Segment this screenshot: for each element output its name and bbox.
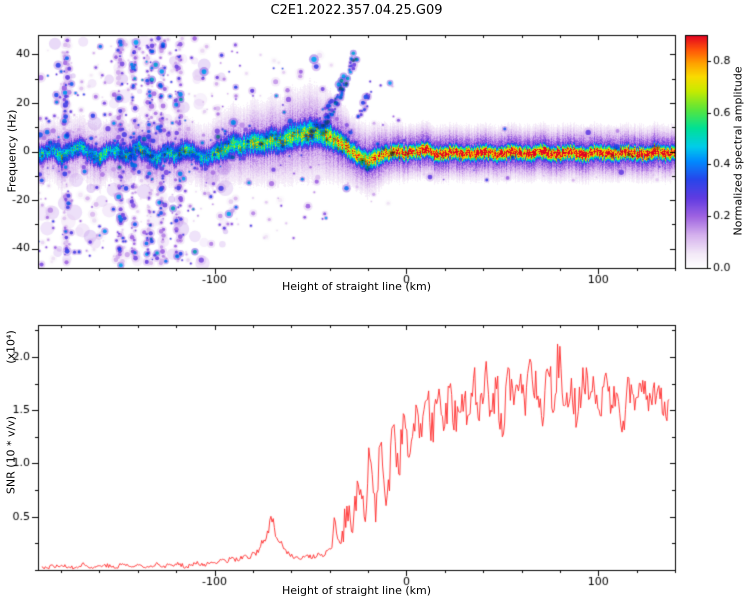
top-x-axis-label: Height of straight line (km) [281,280,432,293]
bottom-x-axis-label: Height of straight line (km) [281,584,432,597]
snr-scale-label: (x10⁴) [4,330,18,364]
figure-title: C2E1.2022.357.04.25.G09 [270,3,443,18]
bottom-y-axis-label: SNR (10 * v/v) [4,415,18,495]
colorbar-label: Normalized spectral amplitude [731,66,745,236]
top-y-axis-label: Frequency (Hz) [5,109,19,193]
